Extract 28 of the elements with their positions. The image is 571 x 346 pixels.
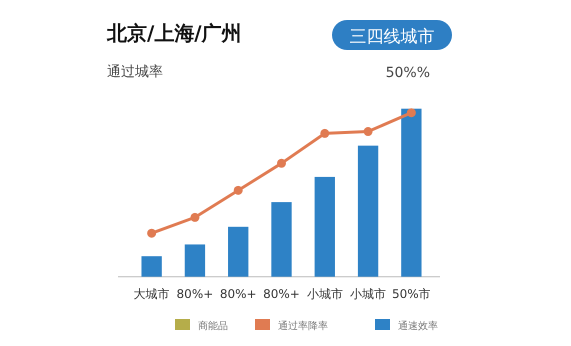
bar	[141, 256, 162, 277]
bar	[228, 226, 248, 277]
point	[234, 186, 243, 195]
x-tick-label: 80%+	[263, 287, 300, 301]
point	[277, 158, 286, 168]
x-tick-label: 80%+	[220, 287, 257, 301]
point	[320, 128, 330, 138]
point	[364, 127, 373, 136]
bar	[314, 176, 335, 277]
bar	[401, 108, 422, 277]
x-tick-label: 80%+	[176, 287, 214, 301]
y-axis-title: 通过城率	[107, 64, 163, 80]
x-tick-label: 大城市	[134, 287, 170, 301]
point	[147, 228, 156, 238]
point	[190, 212, 200, 222]
x-tick-label: 小城市	[306, 287, 343, 301]
legend-label: 商能品	[198, 320, 228, 332]
text: 三四线城市	[350, 27, 434, 47]
text: 50%%	[386, 65, 430, 81]
legend-label: 通过率降率	[278, 320, 328, 332]
legend-label: 通速效率	[398, 320, 438, 332]
bar	[184, 244, 206, 277]
x-tick-label: 50%市	[392, 287, 431, 301]
chart-title: 北京/上海/广州	[106, 21, 242, 45]
bar	[358, 146, 378, 277]
x-tick-label: 小城市	[350, 287, 386, 301]
point	[406, 108, 416, 118]
bar	[271, 202, 292, 277]
